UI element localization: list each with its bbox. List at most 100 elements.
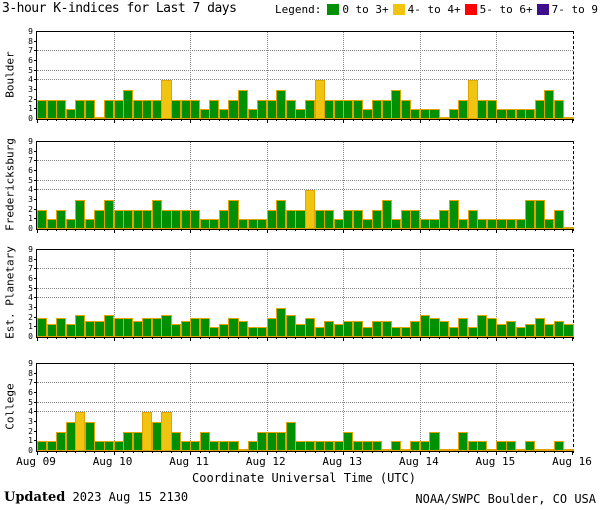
x-minor-tick bbox=[573, 451, 574, 453]
x-minor-tick bbox=[247, 337, 249, 339]
x-minor-tick bbox=[534, 337, 536, 339]
chart-title: 3-hour K-indices for Last 7 days bbox=[2, 1, 237, 16]
gridline-h-7 bbox=[37, 268, 573, 270]
x-minor-tick bbox=[94, 119, 96, 121]
gridline-v-day bbox=[343, 250, 345, 337]
x-minor-tick bbox=[544, 229, 546, 231]
panel-label-boulder: Boulder bbox=[3, 50, 17, 98]
legend-swatch bbox=[464, 4, 477, 15]
x-minor-tick bbox=[238, 119, 239, 121]
x-minor-tick bbox=[104, 337, 105, 339]
x-minor-tick bbox=[515, 337, 517, 339]
x-day-tick bbox=[190, 229, 192, 233]
gridline-v-day bbox=[419, 142, 421, 229]
x-minor-tick bbox=[142, 229, 144, 231]
x-minor-tick bbox=[75, 337, 77, 339]
x-minor-tick bbox=[171, 451, 172, 453]
x-day-tick bbox=[496, 119, 498, 123]
y-tick-label: 2 bbox=[28, 204, 33, 214]
x-minor-tick bbox=[391, 451, 393, 453]
x-minor-tick bbox=[553, 337, 555, 339]
x-day-tick bbox=[113, 337, 115, 341]
x-day-tick bbox=[343, 451, 345, 455]
y-tick-mark bbox=[34, 440, 37, 442]
x-minor-tick bbox=[553, 451, 555, 453]
x-minor-tick bbox=[228, 229, 230, 231]
bar bbox=[429, 432, 440, 451]
gridline-v-day bbox=[419, 250, 421, 337]
y-tick-label: 0 bbox=[28, 332, 33, 341]
legend-label: Legend: bbox=[274, 3, 322, 16]
x-minor-tick bbox=[458, 229, 460, 231]
x-minor-tick bbox=[209, 229, 211, 231]
x-day-tick bbox=[113, 119, 115, 123]
x-minor-tick bbox=[525, 229, 527, 231]
y-tick-mark bbox=[34, 199, 37, 200]
gridline-v-day bbox=[343, 142, 345, 229]
x-minor-tick bbox=[180, 119, 182, 121]
x-minor-tick bbox=[563, 337, 565, 339]
x-minor-tick bbox=[448, 451, 450, 453]
bar bbox=[467, 80, 478, 119]
gridline-v-day bbox=[190, 364, 192, 451]
x-minor-tick bbox=[352, 229, 354, 231]
x-day-tick bbox=[419, 119, 421, 123]
y-tick-label: 1 bbox=[28, 436, 33, 446]
x-minor-tick bbox=[285, 337, 287, 339]
gridline-v-day bbox=[266, 32, 268, 119]
bar bbox=[372, 441, 383, 451]
x-minor-tick bbox=[372, 337, 373, 339]
x-minor-tick bbox=[65, 119, 67, 121]
x-day-tick bbox=[37, 337, 38, 341]
y-tick-mark bbox=[34, 79, 37, 81]
x-minor-tick bbox=[151, 451, 153, 453]
x-minor-tick bbox=[553, 229, 555, 231]
legend: Legend: 0 to 3+ 4- to 4+ 5- to 6+ 7- to 9 bbox=[275, 3, 598, 16]
x-minor-tick bbox=[285, 451, 287, 453]
x-day-tick bbox=[572, 229, 573, 233]
x-minor-tick bbox=[448, 337, 450, 339]
x-tick-label: Aug 12 bbox=[245, 455, 286, 468]
x-tick-label: Aug 09 bbox=[16, 455, 56, 468]
x-minor-tick bbox=[218, 451, 220, 453]
x-minor-tick bbox=[295, 451, 297, 453]
y-tick-mark bbox=[34, 170, 37, 171]
x-minor-tick bbox=[477, 451, 479, 453]
x-minor-tick bbox=[429, 451, 431, 453]
x-day-tick bbox=[419, 337, 421, 341]
gridline-v-day bbox=[496, 142, 498, 229]
x-day-tick bbox=[37, 451, 38, 455]
x-minor-tick bbox=[534, 119, 536, 121]
y-tick-label: 1 bbox=[28, 322, 33, 332]
x-minor-tick bbox=[285, 229, 287, 231]
gridline-h-5 bbox=[37, 69, 573, 71]
bar bbox=[525, 441, 536, 451]
x-minor-tick bbox=[142, 451, 144, 453]
x-minor-tick bbox=[94, 229, 96, 231]
x-day-tick bbox=[572, 337, 573, 341]
gridline-h-7 bbox=[37, 382, 573, 384]
gridline-h-5 bbox=[37, 401, 573, 403]
x-minor-tick bbox=[84, 229, 86, 231]
x-minor-tick bbox=[324, 229, 326, 231]
x-minor-tick bbox=[238, 229, 239, 231]
y-tick-label: 0 bbox=[28, 224, 33, 233]
x-minor-tick bbox=[56, 337, 58, 339]
x-minor-tick bbox=[352, 337, 354, 339]
y-tick-label: 3 bbox=[28, 85, 33, 94]
gridline-v-day bbox=[496, 32, 498, 119]
y-tick-label: 5 bbox=[28, 397, 33, 407]
x-minor-tick bbox=[171, 229, 172, 231]
legend-swatch bbox=[327, 4, 340, 15]
y-tick-mark bbox=[34, 411, 37, 413]
y-tick-label: 4 bbox=[28, 407, 33, 417]
x-minor-tick bbox=[410, 119, 412, 121]
gridline-v-day bbox=[343, 32, 345, 119]
y-tick-label: 7 bbox=[28, 46, 33, 56]
y-tick-mark bbox=[34, 69, 37, 71]
panel-fredericksburg bbox=[36, 141, 574, 233]
x-minor-tick bbox=[486, 119, 488, 121]
x-minor-tick bbox=[439, 229, 440, 231]
x-minor-tick bbox=[477, 229, 479, 231]
x-minor-tick bbox=[247, 119, 249, 121]
